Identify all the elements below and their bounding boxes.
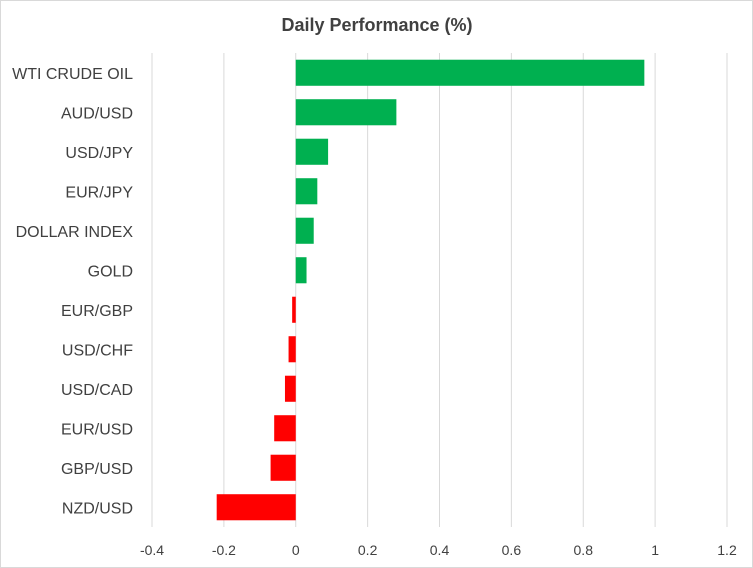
- bar: [295, 59, 645, 86]
- category-label: AUD/USD: [61, 105, 133, 122]
- bar: [216, 494, 296, 521]
- bar: [284, 375, 296, 402]
- bar: [274, 415, 296, 442]
- category-label: WTI CRUDE OIL: [12, 66, 133, 83]
- category-label: USD/JPY: [65, 145, 133, 162]
- category-label: USD/CAD: [61, 382, 133, 399]
- category-label: EUR/USD: [61, 421, 133, 438]
- x-tick-label: 0.8: [574, 542, 594, 558]
- bar: [295, 138, 329, 165]
- category-labels: WTI CRUDE OIL AUD/USD USD/JPY EUR/JPY DOLLAR…: [12, 66, 133, 518]
- bars: [216, 59, 645, 521]
- bar: [295, 217, 314, 244]
- bar: [292, 296, 296, 323]
- x-tick-label: 1.2: [717, 542, 737, 558]
- grid-lines: [151, 53, 728, 527]
- x-tick-label: -0.2: [212, 542, 236, 558]
- category-label: EUR/GBP: [61, 303, 133, 320]
- x-tick-label: -0.4: [140, 542, 164, 558]
- bar: [295, 99, 397, 126]
- category-label: GOLD: [88, 263, 133, 280]
- category-label: NZD/USD: [62, 500, 133, 517]
- x-tick-label: 0.6: [502, 542, 522, 558]
- category-label: EUR/JPY: [65, 184, 133, 201]
- bar: [270, 454, 296, 481]
- chart-title: Daily Performance (%): [281, 15, 472, 35]
- category-label: GBP/USD: [61, 461, 133, 478]
- bar: [295, 178, 318, 205]
- category-label: DOLLAR INDEX: [16, 224, 134, 241]
- category-label: USD/CHF: [62, 342, 133, 359]
- x-tick-label: 0.2: [358, 542, 378, 558]
- x-tick-label: 1: [651, 542, 659, 558]
- bar: [288, 336, 296, 363]
- x-tick-labels: -0.4 -0.2 0 0.2 0.4 0.6 0.8 1 1.2: [140, 542, 737, 558]
- bar: [295, 257, 307, 284]
- x-tick-label: 0: [292, 542, 300, 558]
- x-tick-label: 0.4: [430, 542, 450, 558]
